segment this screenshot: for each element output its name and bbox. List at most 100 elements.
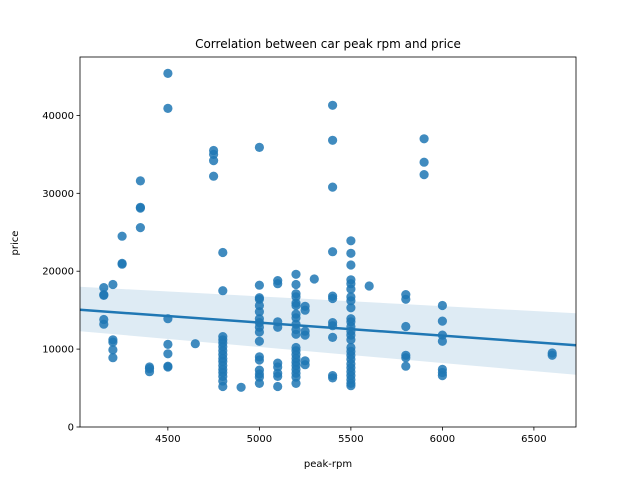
data-point	[254, 355, 264, 365]
data-point	[273, 279, 283, 289]
data-point	[209, 156, 219, 166]
data-point	[300, 330, 310, 340]
data-point	[117, 231, 127, 241]
data-point	[291, 279, 301, 290]
y-axis-label: price	[10, 231, 21, 256]
data-point	[135, 176, 145, 186]
data-point	[108, 337, 118, 347]
data-point	[190, 339, 200, 349]
x-tick-label: 4500	[155, 434, 180, 445]
data-point	[273, 371, 283, 381]
data-point	[300, 305, 310, 315]
data-point	[346, 303, 356, 313]
data-point	[364, 281, 374, 291]
data-point	[163, 339, 173, 349]
data-point	[163, 68, 173, 78]
data-point	[328, 293, 338, 304]
data-point	[437, 316, 447, 326]
data-point	[99, 290, 109, 300]
data-point	[419, 134, 429, 144]
data-point	[346, 335, 356, 345]
data-point	[218, 381, 228, 392]
data-point	[291, 378, 301, 388]
data-point	[328, 373, 338, 383]
y-tick-label: 30000	[42, 189, 74, 200]
x-tick-label: 5000	[247, 434, 272, 445]
data-point	[135, 203, 145, 213]
data-point	[163, 362, 173, 372]
data-point	[346, 381, 356, 391]
data-point	[254, 307, 264, 317]
data-point	[254, 142, 264, 152]
data-point	[254, 327, 264, 337]
data-point	[419, 157, 429, 167]
confidence-band-layer	[80, 286, 576, 375]
data-point	[401, 321, 411, 332]
axes-frame	[79, 56, 577, 428]
data-point	[108, 279, 118, 290]
data-point	[328, 332, 338, 342]
regression-line-layer	[79, 308, 577, 347]
data-point	[273, 381, 283, 392]
data-point	[99, 319, 109, 329]
data-point	[346, 236, 356, 246]
data-point	[99, 283, 109, 293]
data-point	[108, 345, 118, 355]
data-point	[437, 336, 447, 346]
data-point	[291, 372, 301, 382]
data-point	[117, 259, 127, 269]
data-point	[218, 286, 228, 296]
scatter-points-layer	[99, 68, 557, 392]
data-point	[346, 260, 356, 270]
confidence-band	[80, 286, 576, 375]
data-point	[135, 223, 145, 233]
data-point	[163, 349, 173, 359]
y-axis-ticks: 0 10000 20000 30000 40000	[42, 111, 80, 434]
data-point	[437, 371, 447, 381]
x-tick-label: 6500	[521, 434, 546, 445]
data-point	[254, 280, 264, 290]
data-point	[254, 372, 264, 382]
y-tick-label: 40000	[42, 111, 74, 122]
data-point	[291, 300, 301, 311]
data-point	[437, 300, 447, 311]
data-point	[163, 103, 173, 113]
data-point	[108, 353, 118, 363]
plot-frame	[79, 56, 577, 428]
data-point	[328, 135, 338, 145]
data-point	[401, 294, 411, 304]
chart-title: Correlation between car peak rpm and pri…	[195, 37, 461, 51]
data-point	[328, 247, 338, 257]
data-point	[273, 362, 283, 372]
data-point	[209, 171, 219, 181]
x-tick-label: 6000	[430, 434, 455, 445]
regression-line	[79, 308, 577, 347]
data-point	[254, 378, 264, 388]
data-point	[309, 274, 319, 284]
x-tick-label: 5500	[338, 434, 363, 445]
data-point	[401, 353, 411, 363]
data-point	[254, 336, 264, 346]
data-point	[346, 296, 356, 306]
data-point	[218, 247, 228, 258]
data-point	[300, 360, 310, 370]
data-point	[291, 269, 301, 279]
data-point	[144, 367, 155, 377]
data-point	[328, 182, 338, 192]
x-axis-ticks: 4500 5000 5500 6000 6500	[155, 427, 547, 445]
y-tick-label: 20000	[42, 267, 74, 278]
data-point	[236, 382, 246, 392]
y-tick-label: 0	[68, 423, 74, 434]
data-point	[401, 361, 411, 371]
data-point	[291, 313, 301, 323]
data-point	[547, 350, 557, 360]
data-point	[346, 284, 356, 294]
y-tick-label: 10000	[42, 345, 74, 356]
data-point	[328, 100, 338, 110]
data-point	[419, 170, 429, 180]
data-point	[291, 329, 301, 339]
x-axis-label: peak-rpm	[304, 459, 352, 470]
data-point	[346, 248, 356, 258]
